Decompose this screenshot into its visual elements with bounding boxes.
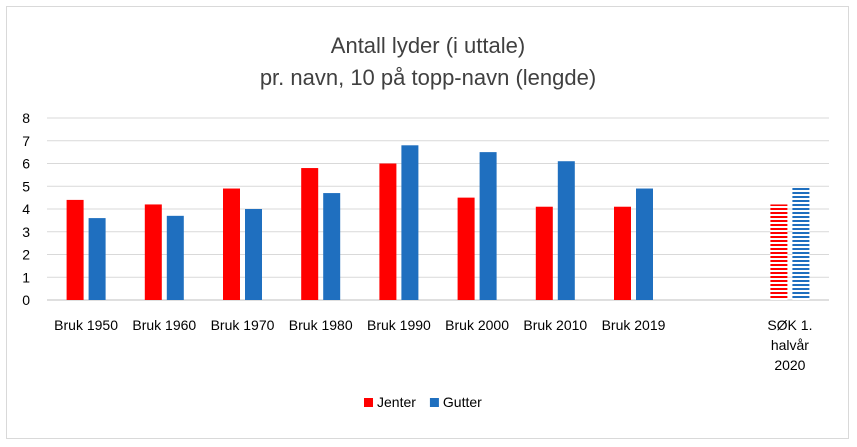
bars [66,145,810,300]
bar-gutter-2 [245,209,262,300]
y-tick-label: 4 [22,201,30,217]
bar-gutter-9 [792,187,810,300]
x-category-label: Bruk 1970 [211,317,275,333]
x-category-label: SØK 1. halvår 2020 [767,317,812,373]
bar-jenter-9 [770,204,788,300]
bar-gutter-0 [88,218,106,300]
y-tick-label: 2 [22,247,30,263]
x-category-label: Bruk 2019 [602,317,666,333]
bar-gutter-6 [557,161,575,300]
bar-jenter-2 [223,188,240,300]
bar-jenter-7 [614,206,631,300]
legend: Jenter Gutter [364,394,482,410]
y-tick-label: 8 [22,110,30,126]
bar-jenter-0 [66,199,84,300]
legend-label-gutter: Gutter [443,394,482,410]
legend-swatch-jenter [364,398,373,407]
y-tick-label: 0 [22,292,30,308]
x-category-label: Bruk 1980 [289,317,353,333]
chart-title-line-2: pr. navn, 10 på topp-navn (lengde) [260,65,596,90]
y-tick-label: 3 [22,224,30,240]
bar-gutter-4 [401,145,419,300]
bar-jenter-5 [457,197,475,300]
gridlines [47,117,829,301]
y-tick-label: 6 [22,156,30,172]
y-tick-label: 7 [22,133,30,149]
y-tick-label: 5 [22,178,30,194]
bar-gutter-5 [479,152,497,300]
x-category-label: Bruk 1950 [54,317,118,333]
x-axis-labels: Bruk 1950 Bruk 1960 Bruk 1970 Bruk 1980 Bruk… [54,317,812,373]
legend-swatch-gutter [429,398,439,407]
bar-jenter-4 [379,163,397,300]
bar-gutter-1 [166,215,184,300]
y-tick-label: 1 [22,269,30,285]
x-category-label: Bruk 1990 [367,317,431,333]
legend-label-jenter: Jenter [377,394,416,410]
y-axis-ticks: 0 1 2 3 4 5 6 7 8 [22,110,30,308]
bar-jenter-6 [535,206,553,300]
chart-title-line-1: Antall lyder (i uttale) [331,33,525,58]
bar-jenter-1 [144,204,162,300]
bar-gutter-7 [636,188,653,300]
x-category-label: Bruk 1960 [132,317,196,333]
x-category-label: Bruk 2010 [523,317,587,333]
bar-gutter-3 [323,193,341,300]
bar-jenter-3 [301,168,319,300]
x-category-label: Bruk 2000 [445,317,509,333]
